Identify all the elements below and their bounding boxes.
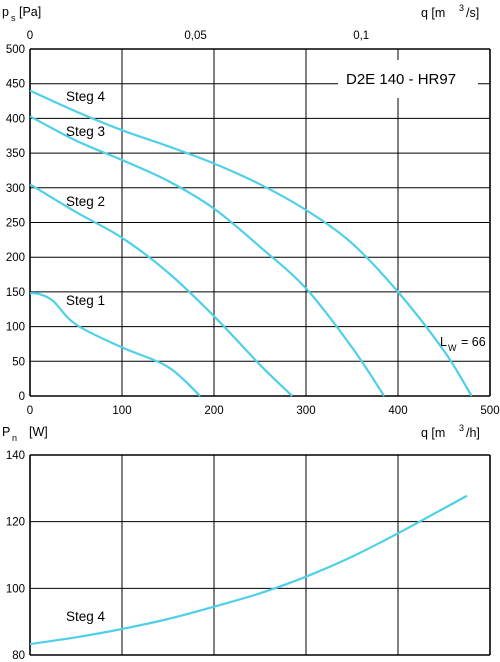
pressure-ticks: 0 100 200 300 400 500050100150200250300350400… [6, 30, 500, 417]
pressure-y-tick-label: 100 [6, 322, 25, 334]
power-y-tick-label: 100 [6, 583, 25, 595]
pressure-axis-unit: [Pa] [19, 5, 41, 19]
power-axis-symbol: P [2, 425, 10, 439]
pressure-x-tick-label: 300 [296, 405, 315, 417]
pressure-x-tick-label: 400 [388, 405, 407, 417]
bottom-axis-flow-sup: 3 [459, 423, 464, 433]
pressure-x-tick-label: 500 [480, 405, 499, 417]
bottom-axis-flow-unit: /h] [466, 426, 480, 440]
pressure-y-tick-label: 50 [12, 356, 25, 368]
model-label: D2E 140 - HR97 [346, 71, 456, 88]
pressure-curve-steg-4 [29, 89, 473, 397]
pressure-y-tick-label: 350 [6, 148, 25, 160]
power-curves: Steg 4 [29, 494, 468, 646]
pressure-axis-subscript: s [11, 13, 16, 23]
pressure-x-tick-label: 200 [204, 405, 223, 417]
pressure-axis-symbol: p [2, 5, 9, 19]
pressure-curve-steg-3 [29, 115, 386, 397]
pressure-series-label: Steg 4 [66, 89, 106, 104]
top-axis-flow-sup: 3 [459, 3, 464, 13]
power-y-tick-label: 80 [12, 650, 25, 662]
pressure-top-tick-label: 0,05 [184, 30, 206, 42]
pressure-curve-steg-2 [29, 183, 293, 397]
power-y-tick-label: 120 [6, 517, 25, 529]
top-axis-flow-label: q [m [421, 6, 445, 20]
power-curve-steg-4 [29, 494, 468, 646]
pressure-x-tick-label: 100 [112, 405, 131, 417]
power-series-label: Steg 4 [66, 609, 106, 624]
pressure-series-label: Steg 1 [66, 293, 105, 308]
sound-power-symbol: L [440, 335, 447, 349]
power-axis-subscript: n [12, 433, 17, 443]
power-y-tick-label: 140 [6, 450, 25, 462]
pressure-grid [29, 48, 491, 397]
pressure-curve-steg-1 [29, 292, 201, 397]
sound-power-value: = 66 [461, 335, 486, 349]
pressure-series-label: Steg 2 [66, 194, 105, 209]
pressure-top-tick-label: 0,1 [353, 30, 369, 42]
top-axis-flow-unit: /s] [466, 6, 479, 20]
model-label-box [338, 60, 478, 98]
pressure-series-label: Steg 3 [66, 124, 105, 139]
bottom-axis-flow-label: q [m [421, 426, 445, 440]
power-ticks: 80 100 120 140 [6, 450, 25, 662]
pressure-x-tick-label: 0 [27, 405, 33, 417]
sound-power-subscript: W [448, 343, 457, 353]
power-grid [29, 454, 491, 656]
pressure-y-tick-label: 400 [6, 113, 25, 125]
pressure-y-tick-label: 0 [19, 391, 25, 403]
pressure-y-tick-label: 500 [6, 44, 25, 56]
power-axis-unit: [W] [29, 425, 48, 439]
pressure-top-tick-label: 0 [27, 30, 33, 42]
pressure-y-tick-label: 250 [6, 218, 25, 230]
pressure-y-tick-label: 150 [6, 287, 25, 299]
pressure-curves: Steg 4 Steg 3 Steg 2 Steg 1 [29, 89, 473, 397]
pressure-y-tick-label: 450 [6, 79, 25, 91]
pressure-y-tick-label: 300 [6, 183, 25, 195]
pressure-y-tick-label: 200 [6, 252, 25, 264]
